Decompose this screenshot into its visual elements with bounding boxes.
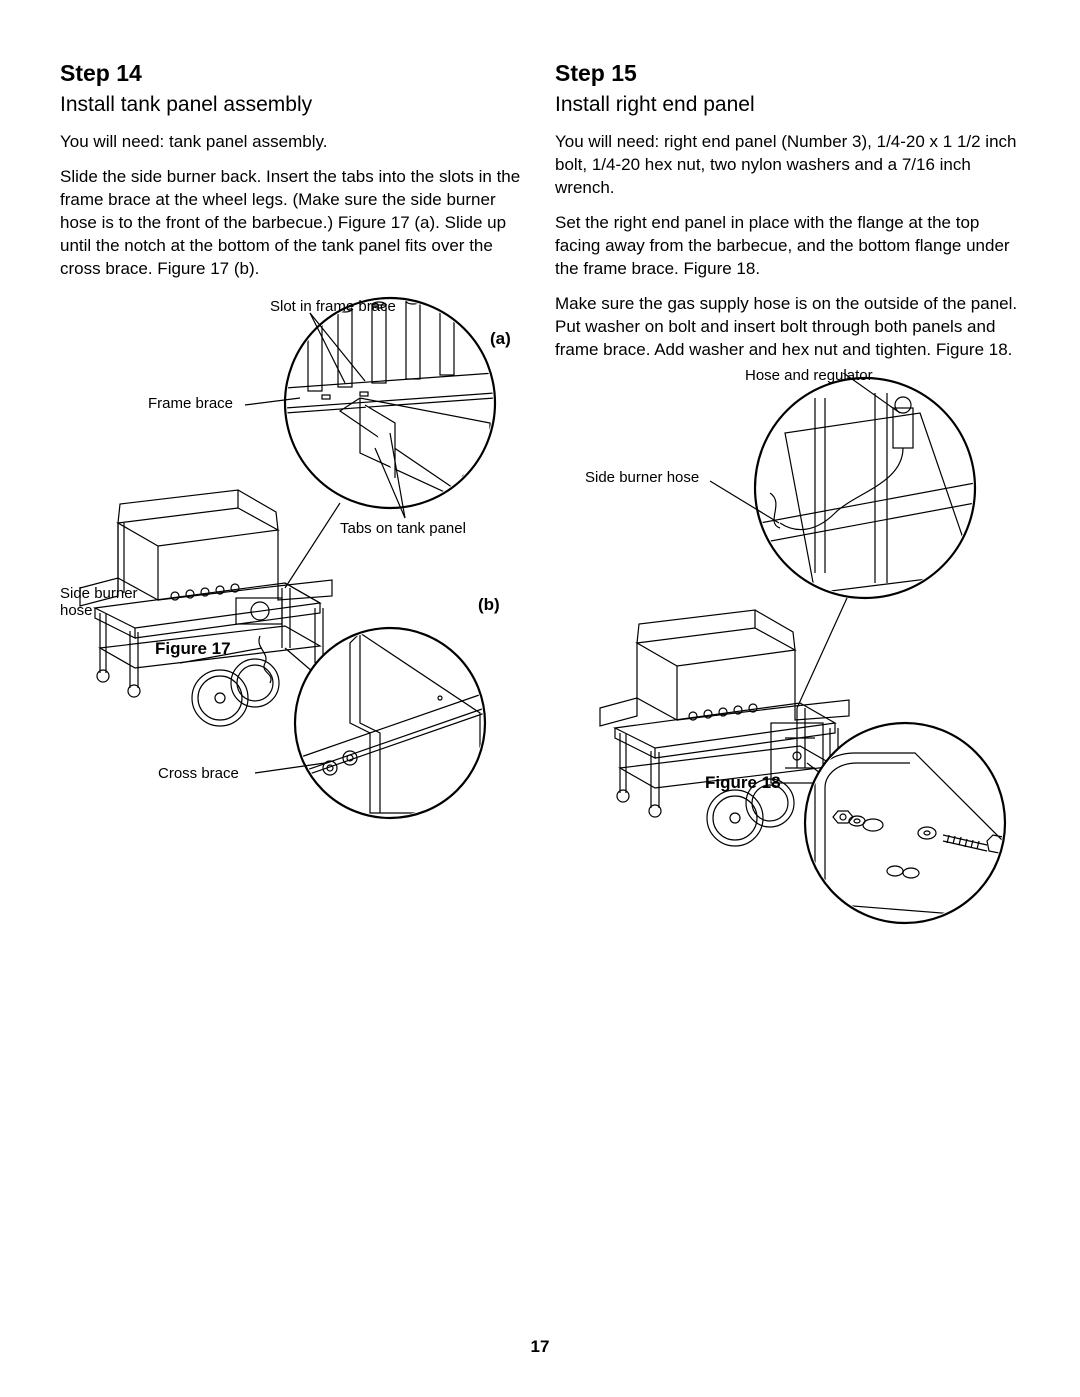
two-column-layout: Step 14 Install tank panel assembly You … xyxy=(60,60,1020,933)
callout-frame-brace: Frame brace xyxy=(148,395,233,412)
step-15-heading: Step 15 xyxy=(555,60,1020,87)
step-14-instructions: Slide the side burner back. Insert the t… xyxy=(60,166,525,281)
left-column: Step 14 Install tank panel assembly You … xyxy=(60,60,525,933)
callout-slot: Slot in frame brace xyxy=(270,298,396,315)
figure-18-caption: Figure 18 xyxy=(705,773,781,793)
page-number: 17 xyxy=(0,1337,1080,1357)
callout-hose-regulator: Hose and regulator xyxy=(745,367,873,384)
step-14-need: You will need: tank panel assembly. xyxy=(60,131,525,154)
figure-18-area: Hose and regulator Side burner hose Figu… xyxy=(555,373,1020,933)
callout-side-burner-hose: Side burner hose xyxy=(60,585,138,620)
callout-b: (b) xyxy=(478,595,500,615)
figure-17-caption: Figure 17 xyxy=(155,639,231,659)
callout-cross-brace: Cross brace xyxy=(158,765,239,782)
right-column: Step 15 Install right end panel You will… xyxy=(555,60,1020,933)
step-15-subtitle: Install right end panel xyxy=(555,93,1020,117)
figure-17-area: Slot in frame brace (a) Frame brace Tabs… xyxy=(60,293,525,853)
callout-side-burner-hose-r: Side burner hose xyxy=(585,469,699,486)
figure-17-drawing xyxy=(60,293,530,853)
step-14-heading: Step 14 xyxy=(60,60,525,87)
callout-a: (a) xyxy=(490,329,511,349)
step-14-subtitle: Install tank panel assembly xyxy=(60,93,525,117)
step-15-set-panel: Set the right end panel in place with th… xyxy=(555,212,1020,281)
step-15-need: You will need: right end panel (Number 3… xyxy=(555,131,1020,200)
step-15-gas-hose: Make sure the gas supply hose is on the … xyxy=(555,293,1020,362)
figure-18-drawing xyxy=(555,373,1025,933)
callout-tabs: Tabs on tank panel xyxy=(340,520,466,537)
